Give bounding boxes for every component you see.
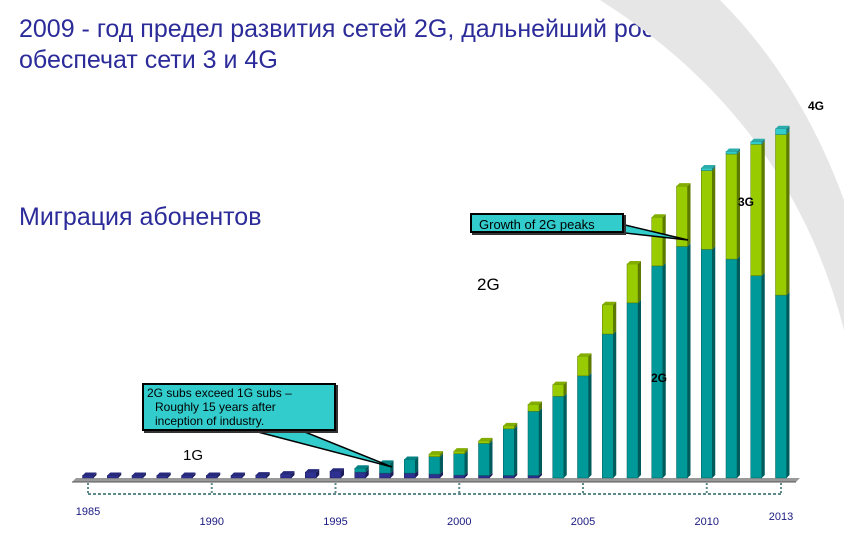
- bar-top-2001: [478, 437, 493, 441]
- bar-3G-2006: [602, 301, 617, 335]
- tick-label-2010: 2010: [695, 516, 719, 528]
- callout-exceed-pointer: [257, 431, 393, 468]
- bar-top-2010: [701, 165, 716, 169]
- bar-top-2002: [503, 422, 518, 426]
- tick-label-2013: 2013: [769, 511, 793, 523]
- label-2g-big: 2G: [477, 275, 500, 294]
- bar-2G-2000: [453, 450, 468, 476]
- bar-top-2013: [775, 125, 790, 129]
- bar-top-1998: [404, 456, 419, 460]
- callout-peak-pointer: [624, 224, 689, 241]
- annotation-line: Roughly 15 years after: [155, 400, 276, 414]
- bar-3G-2013: [775, 131, 790, 296]
- label-2g-small: 2G: [651, 371, 667, 385]
- bar-top-2000: [453, 448, 468, 452]
- bar-2G-2005: [577, 372, 592, 479]
- bar-2G-2006: [602, 331, 617, 479]
- bar-top-1985: [82, 472, 97, 476]
- bar-2G-2003: [527, 408, 542, 476]
- bar-top-1999: [429, 451, 443, 455]
- bar-top-1995: [330, 468, 344, 472]
- bar-top-1993: [280, 471, 295, 475]
- tick-label-2005: 2005: [571, 516, 595, 528]
- bar-top-1989: [181, 472, 196, 476]
- bar-top-2012: [750, 138, 765, 142]
- bar-2G-2012: [750, 272, 765, 479]
- bar-2G-2010: [701, 246, 716, 479]
- bar-2G-2002: [503, 425, 518, 476]
- bar-top-2005: [577, 353, 592, 357]
- bar-3G-2010: [701, 167, 716, 250]
- x-axis-floor: [72, 478, 800, 482]
- label-3g: 3G: [738, 195, 754, 209]
- bar-2G-2009: [676, 243, 691, 479]
- background-arc: [600, 0, 844, 330]
- bar-top-1994: [305, 469, 320, 473]
- annotation-2g-peak: Growth of 2G peaks: [470, 213, 624, 233]
- page-title: 2009 - год предел развития сетей 2G, дал…: [19, 15, 744, 74]
- bar-top-2006: [602, 301, 617, 305]
- label-1g: 1G: [183, 447, 203, 464]
- bar-3G-2009: [676, 183, 691, 247]
- bar-2G-2011: [725, 256, 740, 479]
- bar-top-2004: [552, 381, 567, 385]
- tick-label-1995: 1995: [323, 516, 347, 528]
- bar-top-1990: [206, 472, 221, 476]
- tick-label-1985: 1985: [76, 506, 100, 518]
- bar-2G-2007: [626, 299, 641, 479]
- annotation-line: inception of industry.: [155, 414, 265, 428]
- bar-2G-2004: [552, 393, 567, 479]
- bar-top-2011: [726, 148, 740, 152]
- bar-2G-2013: [775, 292, 790, 479]
- bar-top-2003: [528, 401, 542, 405]
- bar-top-1996: [354, 465, 369, 469]
- section-subtitle: Миграция абонентов: [19, 203, 262, 231]
- bar-top-2007: [627, 260, 641, 264]
- label-4g: 4G: [808, 99, 824, 113]
- bar-top-2008: [651, 214, 666, 218]
- bar-2G-2001: [478, 440, 493, 476]
- bar-3G-2011: [725, 151, 740, 260]
- bar-top-1991: [231, 472, 245, 476]
- bar-3G-2008: [651, 214, 666, 267]
- bar-top-1992: [255, 472, 270, 476]
- tick-label-2000: 2000: [447, 516, 471, 528]
- annotation-2g-exceeds-1g: 2G subs exceed 1G subs – Roughly 15 year…: [142, 383, 336, 431]
- bar-3G-2005: [577, 353, 592, 377]
- bar-3G-2007: [626, 260, 641, 304]
- bar-top-1986: [107, 472, 122, 476]
- tick-label-1990: 1990: [200, 516, 224, 528]
- bar-top-1988: [156, 472, 171, 476]
- bar-top-2009: [676, 183, 691, 187]
- annotation-line: 2G subs exceed 1G subs –: [147, 386, 292, 400]
- bar-top-1987: [132, 472, 146, 476]
